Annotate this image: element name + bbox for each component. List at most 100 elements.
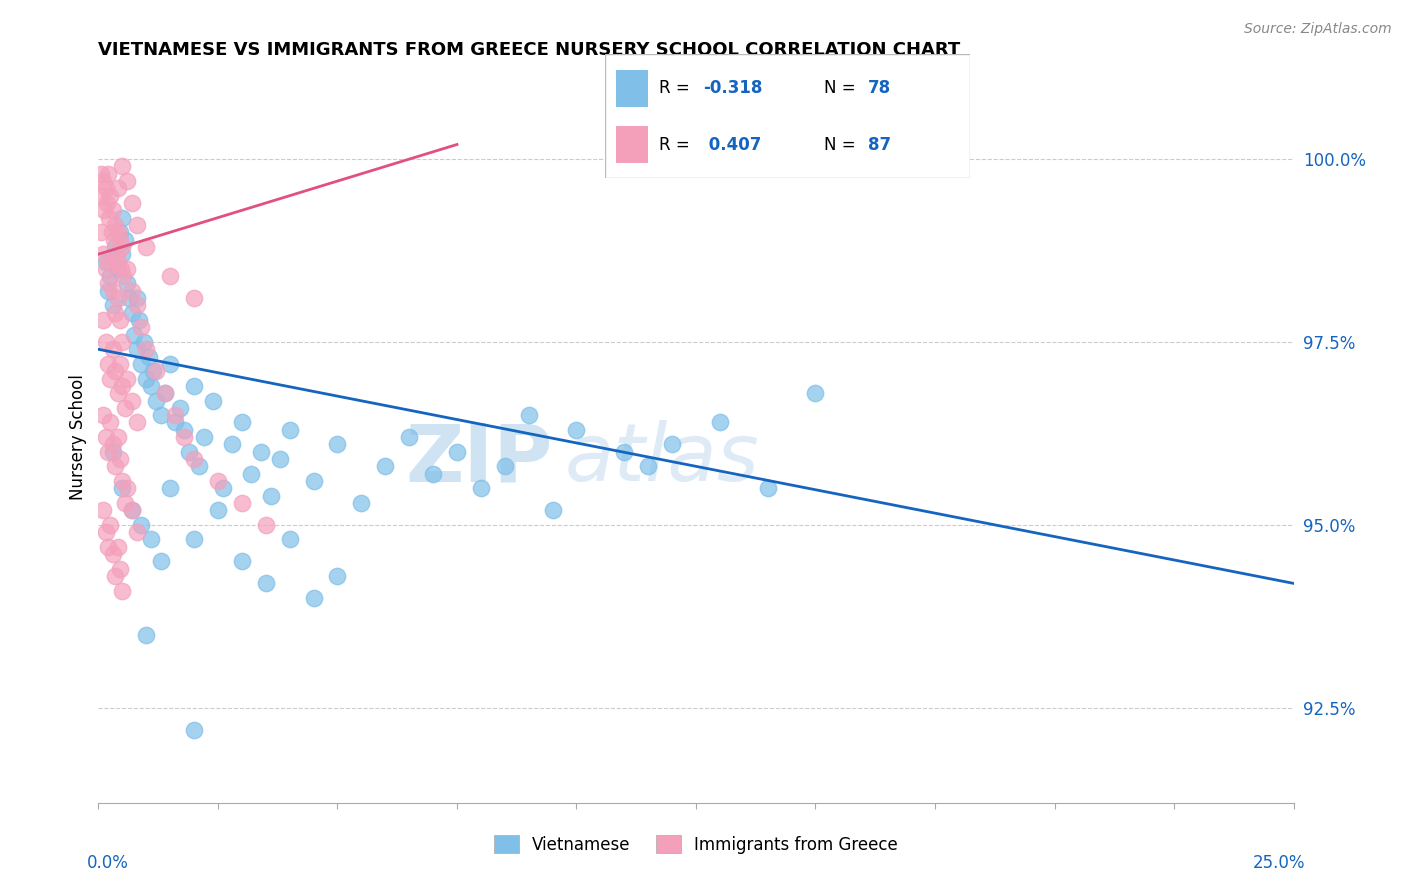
Point [97, 167, 120, 181]
Point [517, 408, 540, 422]
Point [111, 474, 134, 488]
Point [97, 540, 120, 554]
Text: R =: R = [659, 79, 696, 97]
Point [125, 525, 148, 540]
Point [470, 481, 492, 495]
Point [101, 225, 124, 239]
Point [125, 298, 148, 312]
Point [128, 313, 150, 327]
Point [138, 350, 160, 364]
Bar [616, 70, 648, 107]
Point [159, 357, 181, 371]
Point [155, 386, 177, 401]
Point [98, 517, 122, 532]
Point [104, 218, 127, 232]
Point [756, 481, 779, 495]
Point [107, 430, 129, 444]
Point [107, 254, 129, 268]
Point [111, 379, 134, 393]
Point [108, 233, 131, 247]
Point [398, 430, 420, 444]
Text: 0.0%: 0.0% [87, 854, 128, 872]
Point [115, 277, 138, 291]
Text: 0.407: 0.407 [703, 136, 762, 153]
Point [250, 444, 273, 458]
Point [207, 503, 229, 517]
Point [121, 306, 143, 320]
Point [125, 416, 148, 430]
Point [107, 540, 129, 554]
Point [131, 517, 153, 532]
Point [108, 452, 131, 467]
Point [135, 240, 157, 254]
Point [183, 291, 205, 305]
Point [159, 481, 181, 495]
Point [91, 408, 114, 422]
Point [446, 444, 468, 458]
Point [163, 408, 186, 422]
Point [91, 503, 114, 517]
Text: ZIP: ZIP [405, 420, 553, 498]
Point [661, 437, 683, 451]
Point [114, 496, 136, 510]
Point [107, 291, 129, 305]
Point [422, 467, 444, 481]
Text: atlas: atlas [565, 420, 759, 498]
Point [107, 386, 129, 401]
Point [104, 306, 127, 320]
Point [125, 291, 148, 305]
Point [124, 327, 146, 342]
Point [94, 525, 117, 540]
Point [804, 386, 827, 401]
Point [121, 503, 143, 517]
Point [131, 320, 153, 334]
Point [101, 437, 124, 451]
Point [108, 313, 131, 327]
Point [231, 496, 253, 510]
Text: 78: 78 [868, 79, 891, 97]
Point [115, 481, 138, 495]
Point [269, 452, 291, 467]
Point [142, 364, 165, 378]
Point [94, 181, 117, 195]
Point [278, 423, 301, 437]
Point [91, 174, 114, 188]
Point [159, 269, 181, 284]
Point [90, 167, 112, 181]
Point [98, 371, 122, 385]
Point [183, 452, 205, 467]
Point [135, 627, 157, 641]
Point [259, 489, 281, 503]
Point [110, 261, 132, 276]
Point [149, 554, 172, 568]
Point [173, 423, 195, 437]
Point [90, 225, 112, 239]
Point [108, 562, 131, 576]
Point [115, 174, 138, 188]
Point [326, 437, 349, 451]
Text: VIETNAMESE VS IMMIGRANTS FROM GREECE NURSERY SCHOOL CORRELATION CHART: VIETNAMESE VS IMMIGRANTS FROM GREECE NUR… [98, 41, 960, 59]
Point [211, 481, 233, 495]
Point [94, 261, 117, 276]
Point [121, 196, 143, 211]
Point [107, 181, 129, 195]
Point [302, 474, 325, 488]
Point [104, 459, 127, 474]
Point [115, 371, 138, 385]
Point [139, 379, 162, 393]
Point [111, 247, 134, 261]
Point [114, 233, 136, 247]
Text: Source: ZipAtlas.com: Source: ZipAtlas.com [1244, 22, 1392, 37]
Point [101, 547, 124, 561]
Legend: Vietnamese, Immigrants from Greece: Vietnamese, Immigrants from Greece [488, 829, 904, 860]
Point [240, 467, 263, 481]
Point [183, 379, 205, 393]
Text: -0.318: -0.318 [703, 79, 762, 97]
Point [637, 459, 659, 474]
Point [202, 393, 225, 408]
Point [111, 211, 134, 225]
Point [221, 437, 243, 451]
Point [125, 343, 148, 357]
Point [94, 430, 117, 444]
Point [254, 517, 277, 532]
